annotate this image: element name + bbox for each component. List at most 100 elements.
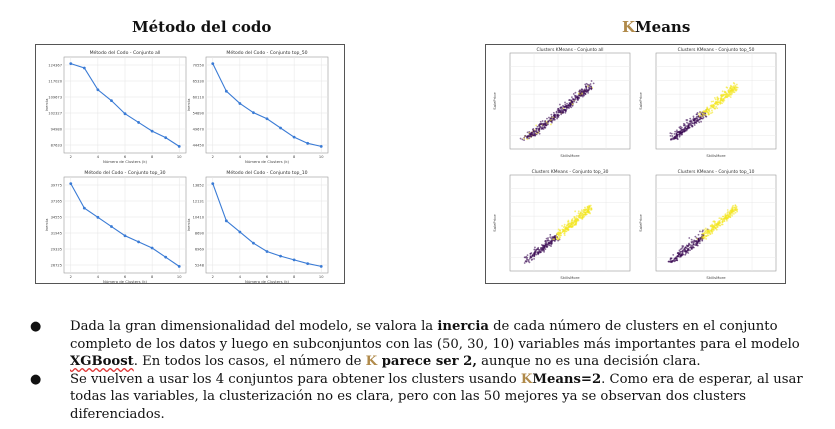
scatter-point [689,249,691,252]
scatter-point [548,119,551,122]
scatter-point [566,224,568,227]
x-tick-label: 10 [177,275,182,279]
scatter-point [731,214,734,217]
scatter-point [693,240,695,243]
y-tick-label: 6969 [195,247,205,251]
scatter-point [557,109,560,112]
scatter-point [713,220,716,223]
scatter-point [589,83,592,85]
scatter-point [570,104,572,106]
scatter-point [680,132,683,135]
scatter-point [696,119,699,122]
scatter-point [670,132,673,135]
scatter-point [691,241,693,244]
scatter-point [710,225,713,228]
scatter-point [532,132,535,135]
scatter-point [734,84,737,87]
scatter-point [560,234,562,237]
scatter-point [584,211,586,214]
scatter-point [590,80,593,82]
scatter-point [729,93,732,96]
scatter-point [554,238,557,241]
scatter-point [704,227,707,230]
scatter-point [669,138,672,141]
scatter-point [726,214,728,217]
scatter-point [556,111,558,113]
scatter-point [586,210,589,213]
scatter-point [543,246,546,249]
scatter-point [570,99,573,102]
scatter-point [579,95,581,97]
scatter-point [735,86,738,89]
scatter-point [708,109,711,112]
scatter-point [558,235,561,238]
scatter-point [528,134,531,137]
x-tick-label: 6 [266,155,269,159]
y-tick-label: 13852 [193,183,204,187]
scatter-point [559,231,562,234]
scatter-point [730,208,733,211]
scatter-point [704,230,707,233]
x-tick-label: 2 [212,275,214,279]
x-tick-label: 8 [293,275,296,279]
scatter-point [725,219,728,222]
scatter-point [558,111,561,114]
scatter-point [707,234,710,237]
scatter-point [730,87,733,90]
scatter-point [527,259,530,261]
scatter-point [577,95,579,98]
elbow-point [211,182,215,186]
scatter-point [732,88,735,91]
scatter-point [682,245,685,248]
scatter-point [519,137,522,140]
scatter-point [698,115,701,118]
elbow-point [279,254,282,258]
scatter-point [571,218,574,220]
scatter-point [572,222,574,224]
scatter-point [701,115,704,118]
scatter-point [544,120,547,123]
scatter-point [716,101,719,104]
scatter-point [708,107,711,110]
scatter-point [687,252,690,254]
scatter-point [722,98,725,101]
elbow-point [177,144,181,148]
y-axis-label: Inercia [186,219,191,232]
scatter-point [693,118,696,121]
scatter-point [728,90,730,93]
scatter-point [542,123,545,125]
scatter-point [722,215,724,218]
scatter-point [541,124,544,127]
scatter-point [674,130,677,133]
scatter-point [690,119,693,122]
scatter-point [702,234,705,236]
scatter-point [537,129,540,132]
scatter-point [710,104,713,107]
scatter-point [680,254,683,257]
scatter-point [570,106,573,109]
x-tick-label: 2 [212,155,214,159]
scatter-point [532,128,535,130]
scatter-point [547,244,550,246]
text-span: aunque no es una decisión clara. [476,354,701,369]
scatter-point [721,100,724,102]
scatter-point [705,115,708,118]
scatter-point [576,97,579,99]
bold-xgboost: XGBoost [70,354,134,369]
scatter-point [526,254,529,257]
x-tick-label: 10 [319,275,324,279]
scatter-point [548,116,550,119]
scatter-point [539,251,542,254]
kmeans-charts-panel: Clusters KMeans - Conjunto all SkillsMore… [485,44,786,284]
scatter-point [727,211,729,213]
elbow-charts-svg: Método del Codo - Conjunto all 87633 94980… [44,49,329,284]
scatter-point [715,228,718,231]
scatter-point [588,84,591,86]
elbow-point [252,241,255,245]
scatter-point [546,117,548,120]
scatter-point [538,124,541,126]
scatter-point [680,133,683,136]
scatter-point [537,127,539,130]
scatter-point [715,223,718,226]
scatter-point [574,223,577,226]
